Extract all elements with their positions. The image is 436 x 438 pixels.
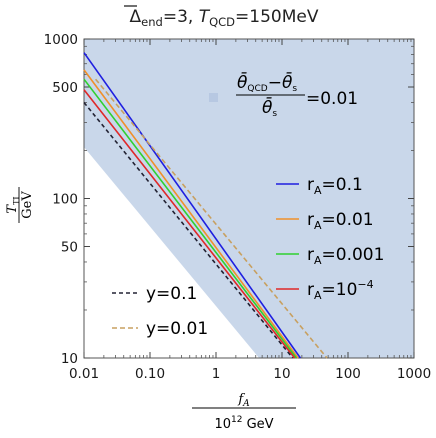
legend-label-0: rA=0.1 bbox=[307, 175, 363, 197]
plot-area bbox=[84, 39, 414, 358]
legend-label-2: rA=0.001 bbox=[307, 245, 384, 267]
series-line-4 bbox=[83, 101, 294, 359]
svg-text:1012 GeV: 1012 GeV bbox=[214, 415, 273, 432]
x-tick-label: 1 bbox=[212, 366, 221, 382]
x-tick-label: 1000 bbox=[397, 366, 431, 382]
svg-text:fA: fA bbox=[237, 392, 250, 409]
svg-text:GeV: GeV bbox=[20, 191, 35, 219]
svg-text:θ̄s: θ̄s bbox=[262, 96, 277, 119]
legend: rA=0.1 rA=0.01 rA=0.001 rA=10−4 y=0.1 y=0.01 bbox=[112, 175, 384, 339]
y-tick-label: 50 bbox=[61, 240, 78, 256]
svg-text:TTI: TTI bbox=[5, 196, 21, 213]
series-line-0 bbox=[83, 52, 302, 359]
y-tick-label: 100 bbox=[52, 192, 78, 208]
legend-label-1: rA=0.01 bbox=[307, 210, 374, 232]
legend-label-3: rA=10−4 bbox=[307, 278, 374, 302]
series-line-2 bbox=[83, 78, 298, 359]
axes: 0.01 0.10 1 10 100 1000 10 50 100 500 1000 bbox=[44, 32, 432, 382]
series-line-5 bbox=[94, 78, 328, 359]
y-tick-label: 500 bbox=[52, 80, 78, 96]
x-tick-label: 0.01 bbox=[69, 366, 99, 382]
svg-text:=0.01: =0.01 bbox=[306, 89, 358, 109]
series-layer bbox=[83, 52, 328, 359]
y-axis-label: TTI GeV bbox=[5, 187, 35, 223]
series-line-1 bbox=[83, 69, 299, 359]
x-tick-label: 0.10 bbox=[135, 366, 165, 382]
svg-text:θ̄QCD−θ̄s: θ̄QCD−θ̄s bbox=[237, 71, 297, 94]
x-axis-label: fA 1012 GeV bbox=[192, 392, 296, 432]
x-tick-label: 10 bbox=[273, 366, 290, 382]
region-legend-swatch bbox=[209, 93, 218, 102]
x-tick-label: 100 bbox=[335, 366, 361, 382]
legend-label-5: y=0.01 bbox=[146, 319, 208, 339]
legend-label-4: y=0.1 bbox=[146, 284, 197, 304]
chart-title: Δend=3, TQCD=150MeV bbox=[130, 7, 319, 29]
y-tick-label: 10 bbox=[61, 351, 78, 367]
region-legend: θ̄QCD−θ̄s θ̄s =0.01 bbox=[209, 71, 358, 119]
region-polygon bbox=[84, 39, 414, 358]
y-tick-label: 1000 bbox=[44, 32, 78, 48]
series-line-3 bbox=[83, 89, 296, 359]
